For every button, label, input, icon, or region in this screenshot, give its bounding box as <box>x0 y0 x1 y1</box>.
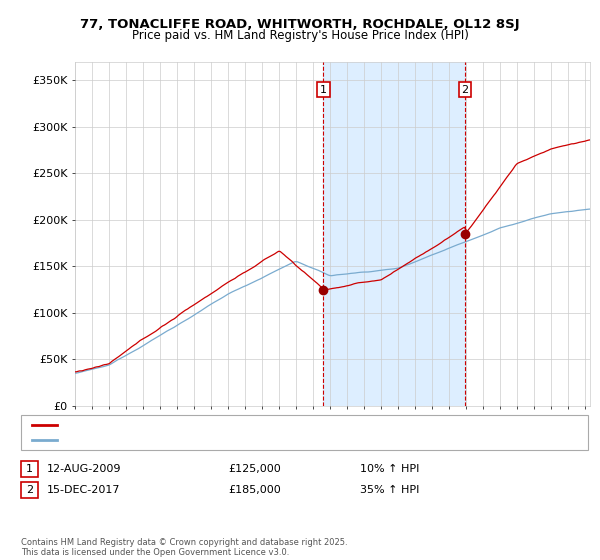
Text: 15-DEC-2017: 15-DEC-2017 <box>47 485 120 495</box>
Text: 2: 2 <box>461 85 469 95</box>
Text: Contains HM Land Registry data © Crown copyright and database right 2025.
This d: Contains HM Land Registry data © Crown c… <box>21 538 347 557</box>
Text: 10% ↑ HPI: 10% ↑ HPI <box>360 464 419 474</box>
Text: HPI: Average price, semi-detached house, Rossendale: HPI: Average price, semi-detached house,… <box>62 435 325 445</box>
Text: 1: 1 <box>26 464 33 474</box>
Text: £125,000: £125,000 <box>228 464 281 474</box>
Text: 77, TONACLIFFE ROAD, WHITWORTH, ROCHDALE, OL12 8SJ: 77, TONACLIFFE ROAD, WHITWORTH, ROCHDALE… <box>80 18 520 31</box>
Text: 35% ↑ HPI: 35% ↑ HPI <box>360 485 419 495</box>
Text: 2: 2 <box>26 485 33 495</box>
Bar <box>323 62 465 406</box>
Text: Price paid vs. HM Land Registry's House Price Index (HPI): Price paid vs. HM Land Registry's House … <box>131 29 469 42</box>
Text: 77, TONACLIFFE ROAD, WHITWORTH, ROCHDALE, OL12 8SJ (semi-detached house): 77, TONACLIFFE ROAD, WHITWORTH, ROCHDALE… <box>62 419 467 430</box>
Text: 1: 1 <box>320 85 327 95</box>
Text: 12-AUG-2009: 12-AUG-2009 <box>47 464 121 474</box>
Text: £185,000: £185,000 <box>228 485 281 495</box>
